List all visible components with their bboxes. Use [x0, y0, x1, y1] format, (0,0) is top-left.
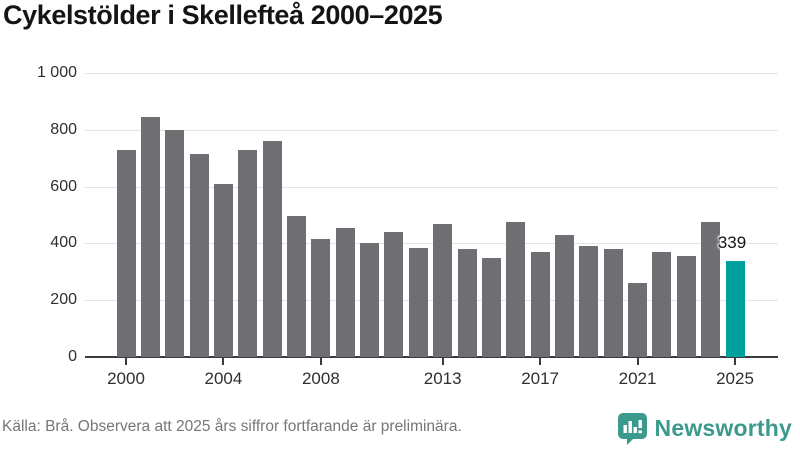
- bar-2022: [652, 251, 672, 357]
- newsworthy-bubble-chart-icon: [617, 412, 647, 445]
- bar-2000: [116, 149, 136, 357]
- bar-2021: [628, 283, 648, 357]
- bar-2006: [262, 141, 282, 357]
- x-axis-line: [85, 356, 778, 358]
- bar-2023: [676, 256, 696, 357]
- bar-2004: [213, 183, 233, 357]
- bar-chart-plot-area: 0 200 400 600 800 1 000 2000 2004 2008 2013 2017 20…: [36, 64, 778, 388]
- y-tick-label-600: 600: [50, 177, 77, 195]
- y-tick-label-0: 0: [68, 348, 77, 365]
- bar-2013: [433, 223, 453, 357]
- bar-2008: [311, 239, 331, 357]
- x-tick-label-2017: 2017: [521, 369, 560, 388]
- bar-2005: [238, 149, 258, 357]
- source-note: Källa: Brå. Observera att 2025 års siffr…: [2, 418, 462, 435]
- bar-2019: [579, 246, 599, 357]
- bar-2003: [189, 153, 209, 357]
- bar-2010: [360, 243, 380, 357]
- gridline-600: [85, 186, 778, 188]
- x-tick-2008: [319, 358, 322, 365]
- bar-2007: [287, 216, 307, 357]
- x-tick-2017: [539, 358, 542, 365]
- bar-2011: [384, 232, 404, 357]
- gridline-800: [85, 129, 778, 131]
- bar-2012: [408, 247, 428, 357]
- newsworthy-logo: Newsworthy: [617, 408, 792, 448]
- x-tick-label-2008: 2008: [301, 369, 340, 388]
- bar-2017: [530, 251, 550, 357]
- bar-2025: [725, 260, 745, 357]
- y-tick-label-400: 400: [50, 234, 77, 252]
- footer: Källa: Brå. Observera att 2025 års siffr…: [0, 408, 800, 450]
- gridline-400: [85, 243, 778, 245]
- bar-2015: [481, 257, 501, 357]
- x-tick-2000: [125, 358, 127, 365]
- y-tick-label-800: 800: [50, 120, 77, 138]
- gridline-200: [85, 300, 778, 302]
- x-tick-label-2013: 2013: [423, 369, 462, 388]
- gridline-1000: [85, 73, 778, 74]
- y-tick-label-200: 200: [50, 291, 77, 309]
- bar-2002: [165, 129, 185, 357]
- x-tick-label-2004: 2004: [204, 369, 243, 388]
- bar-2014: [457, 249, 477, 357]
- x-tick-2025: [734, 358, 736, 365]
- x-tick-label-2025: 2025: [716, 369, 754, 388]
- value-label-2025: 339: [717, 232, 747, 252]
- x-tick-label-2000: 2000: [107, 369, 145, 388]
- newsworthy-wordmark: Newsworthy: [654, 414, 792, 441]
- bar-2009: [335, 227, 355, 357]
- bar-2018: [554, 234, 574, 357]
- bar-2001: [140, 117, 160, 357]
- x-tick-2013: [441, 358, 444, 365]
- bar-2016: [506, 222, 526, 357]
- chart-title: Cykelstölder i Skellefteå 2000–2025: [3, 0, 443, 30]
- bar-2024: [701, 222, 721, 357]
- x-tick-2021: [636, 358, 639, 365]
- bar-2020: [603, 249, 623, 357]
- y-tick-label-1000: 1 000: [36, 64, 77, 81]
- x-tick-2004: [222, 358, 225, 365]
- x-tick-label-2021: 2021: [618, 369, 657, 388]
